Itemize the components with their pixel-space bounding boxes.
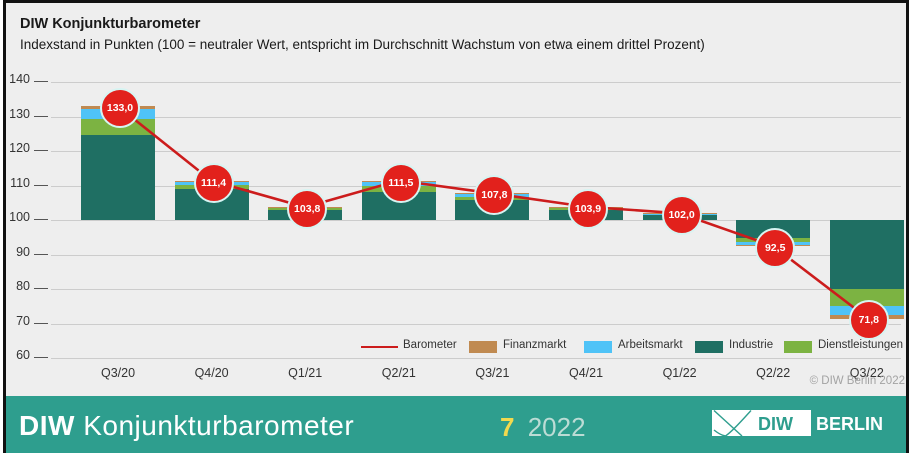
- svg-text:BERLIN: BERLIN: [816, 414, 883, 434]
- svg-text:DIW: DIW: [758, 414, 793, 434]
